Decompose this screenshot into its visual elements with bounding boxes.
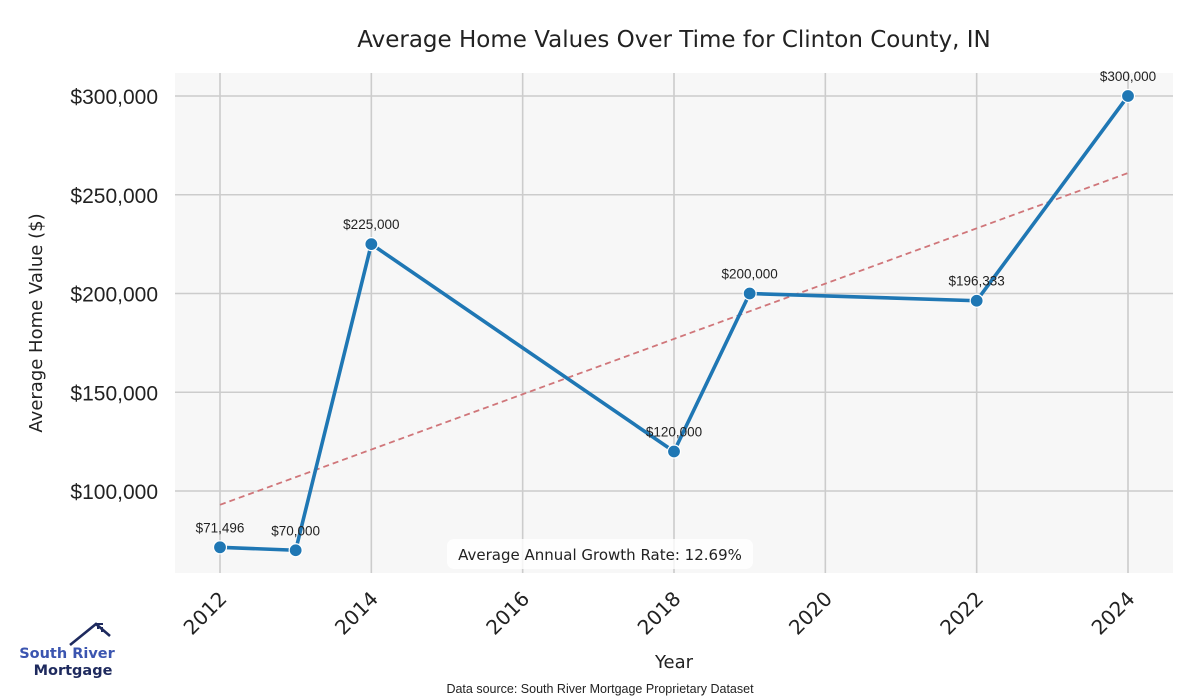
x-tick-label: 2014 <box>330 587 383 640</box>
x-tick-label: 2022 <box>935 587 988 640</box>
chart-title: Average Home Values Over Time for Clinto… <box>357 27 991 53</box>
data-point <box>1120 88 1136 104</box>
y-gridlines <box>175 95 1173 492</box>
logo-line-1: South River <box>19 646 115 662</box>
annotation-text: Average Annual Growth Rate: 12.69% <box>458 546 742 564</box>
data-label: $200,000 <box>722 267 778 282</box>
y-axis-label: Average Home Value ($) <box>26 213 47 432</box>
x-tick-labels: 2012 2014 2016 2018 2020 2022 2024 <box>179 587 1140 640</box>
data-point <box>288 543 303 558</box>
trend-line-group <box>219 172 1129 506</box>
data-labels-group: $71,496 $70,000 $225,000 $120,000 $200,000 $1… <box>196 69 1157 538</box>
data-label: $70,000 <box>271 523 320 538</box>
x-tick-label: 2016 <box>481 587 534 640</box>
data-point <box>666 444 682 459</box>
y-tick-label: $150,000 <box>70 382 158 405</box>
company-logo: South River Mortgage <box>19 622 116 679</box>
data-source-note: Data source: South River Mortgage Propri… <box>446 682 754 696</box>
growth-annotation: Average Annual Growth Rate: 12.69% <box>447 539 753 569</box>
y-tick-label: $100,000 <box>70 481 158 504</box>
x-tick-label: 2020 <box>784 587 837 640</box>
chimney-icon <box>97 623 103 632</box>
logo-line-2: Mortgage <box>34 663 113 679</box>
data-point <box>969 293 984 308</box>
y-tick-label: $250,000 <box>70 185 158 208</box>
data-label: $71,496 <box>196 520 245 535</box>
data-point <box>742 286 757 301</box>
data-label: $300,000 <box>1100 69 1156 84</box>
points-group <box>212 88 1136 558</box>
data-label: $196,333 <box>949 274 1005 289</box>
x-gridlines <box>219 73 1129 573</box>
y-tick-label: $200,000 <box>70 284 158 307</box>
x-tick-label: 2024 <box>1087 587 1140 640</box>
annotation-box <box>447 539 753 569</box>
data-point <box>364 237 379 252</box>
x-axis-label: Year <box>654 652 694 673</box>
x-tick-label: 2012 <box>179 587 232 640</box>
data-label: $225,000 <box>343 217 399 232</box>
house-roof-icon <box>69 622 111 647</box>
data-point <box>212 540 228 555</box>
y-tick-label: $300,000 <box>70 86 158 109</box>
data-label: $120,000 <box>646 425 702 440</box>
trend-line <box>219 172 1129 506</box>
x-tick-label: 2018 <box>633 587 686 640</box>
y-tick-labels: $100,000 $150,000 $200,000 $250,000 $300,000 <box>70 86 158 504</box>
